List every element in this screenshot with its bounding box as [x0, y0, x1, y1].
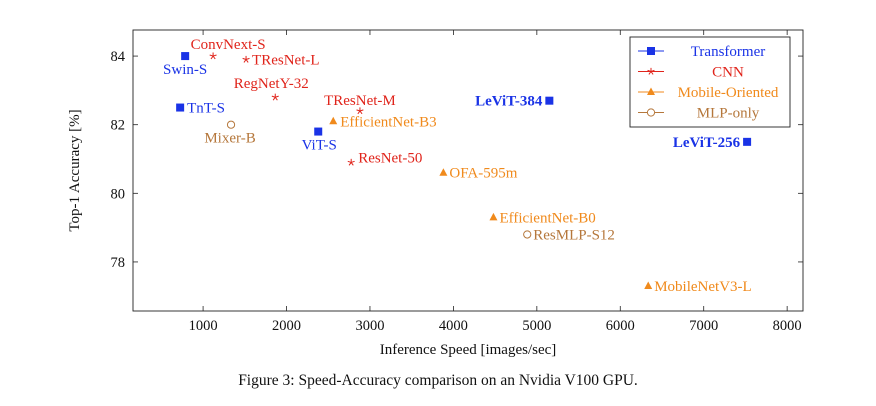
legend-marker	[647, 47, 655, 55]
x-tick-label: 3000	[355, 318, 384, 334]
data-point	[743, 137, 752, 146]
legend-entry: Transformer	[638, 44, 765, 60]
legend-label: Mobile-Oriented	[678, 85, 779, 101]
point-label: EfficientNet-B3	[340, 114, 436, 130]
legend-entry: CNN	[638, 65, 744, 81]
data-point	[209, 52, 217, 60]
data-point	[489, 212, 498, 221]
point-label: MobileNetV3-L	[654, 279, 751, 295]
data-point	[181, 52, 190, 61]
data-point	[545, 96, 554, 105]
data-point	[242, 55, 250, 63]
point-label: TResNet-L	[252, 53, 319, 69]
point-label: LeViT-256	[673, 135, 741, 151]
x-tick-label: 1000	[189, 318, 218, 334]
plot-area	[132, 29, 804, 312]
point-label: ViT-S	[302, 138, 337, 154]
scatter-chart: 1000 2000 3000 4000 5000 6000 7000 8000 78 80 82 84…	[67, 29, 804, 358]
legend-marker	[647, 67, 655, 75]
point-label: OFA-595m	[449, 166, 517, 182]
point-label: EfficientNet-B0	[499, 210, 595, 226]
figure-caption: Figure 3: Speed-Accuracy comparison on a…	[238, 372, 638, 389]
data-point	[314, 127, 323, 136]
legend-marker	[646, 108, 656, 117]
data-point	[439, 168, 448, 176]
legend-label: Transformer	[691, 44, 765, 60]
y-tick-label: 80	[111, 186, 126, 202]
series-mobile-oriented	[329, 116, 653, 289]
x-tick-label: 7000	[689, 318, 718, 334]
x-tick-label: 4000	[439, 318, 468, 334]
data-point	[523, 230, 532, 239]
legend-label: CNN	[712, 65, 744, 81]
x-tick-label: 6000	[606, 318, 635, 334]
point-label: ConvNext-S	[191, 37, 266, 53]
legend: Transformer CNN Mobile-Oriented MLP-only	[629, 36, 791, 128]
data-point	[329, 116, 338, 125]
y-tick-label: 82	[111, 118, 126, 134]
data-point	[226, 120, 236, 129]
data-marks	[176, 52, 752, 289]
legend-entry: MLP-only	[638, 106, 760, 122]
point-label: ResMLP-S12	[533, 227, 615, 243]
point-label: ResNet-50	[358, 150, 422, 166]
x-tick-label: 8000	[773, 318, 802, 334]
y-axis-label: Top-1 Accuracy [%]	[67, 109, 83, 231]
point-label: Mixer-B	[204, 131, 255, 147]
x-tick-label: 5000	[522, 318, 551, 334]
point-labels: Swin-S TnT-S ViT-S LeViT-384 LeViT-256 ConvNe…	[163, 37, 752, 295]
data-point	[356, 107, 364, 115]
data-point	[644, 281, 653, 289]
point-label: Swin-S	[163, 62, 207, 78]
y-tick-label: 78	[111, 255, 126, 271]
legend-entry: Mobile-Oriented	[638, 85, 779, 101]
data-point	[176, 103, 185, 112]
data-point	[347, 158, 355, 166]
axes: 1000 2000 3000 4000 5000 6000 7000 8000 78 80 82 84	[111, 30, 803, 334]
point-label: LeViT-384	[475, 94, 543, 110]
legend-label: MLP-only	[697, 106, 760, 122]
x-axis-label: Inference Speed [images/sec]	[380, 342, 557, 358]
point-label: TnT-S	[187, 101, 225, 117]
series-transformer	[176, 52, 752, 146]
point-label: TResNet-M	[324, 93, 396, 109]
y-tick-label: 84	[111, 49, 126, 65]
x-tick-label: 2000	[272, 318, 301, 334]
legend-box	[629, 36, 791, 128]
point-label: RegNetY-32	[234, 76, 309, 92]
plot-frame	[132, 29, 804, 312]
data-point	[271, 93, 279, 101]
legend-marker	[647, 87, 655, 95]
series-cnn	[209, 52, 364, 166]
series-mlp-only	[226, 120, 532, 239]
